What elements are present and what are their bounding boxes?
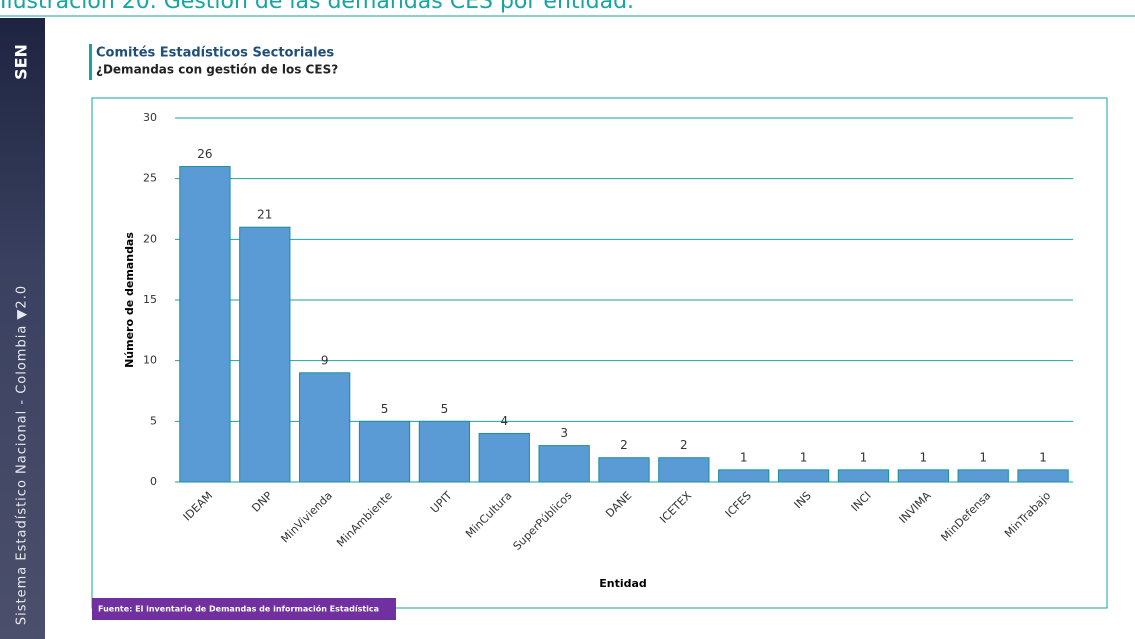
bar xyxy=(658,457,710,483)
y-tick-label: 10 xyxy=(143,354,157,367)
data-label: 21 xyxy=(257,208,272,222)
bar xyxy=(897,469,949,483)
bar xyxy=(957,469,1009,483)
data-label: 5 xyxy=(381,402,389,416)
y-tick-label: 5 xyxy=(150,414,157,427)
bar xyxy=(718,469,770,483)
chart-title: Comités Estadísticos Sectoriales xyxy=(96,46,334,61)
y-tick-label: 15 xyxy=(143,293,157,306)
page-title: Ilustración 20. Gestión de las demandas … xyxy=(0,0,634,14)
data-label: 2 xyxy=(680,438,688,452)
bar xyxy=(598,457,650,483)
bar xyxy=(418,420,471,483)
bar xyxy=(239,226,291,483)
bar xyxy=(1017,469,1069,483)
data-label: 1 xyxy=(979,450,987,464)
data-label: 1 xyxy=(740,450,748,464)
data-label: 9 xyxy=(321,353,329,367)
x-axis-label: Entidad xyxy=(599,577,647,590)
y-axis-label: Número de demandas xyxy=(123,232,136,368)
data-label: 26 xyxy=(197,147,212,161)
bar xyxy=(478,432,530,483)
sidebar-logo: SEN xyxy=(12,44,31,80)
sidebar-caption: Sistema Estadístico Nacional - Colombia … xyxy=(15,285,30,625)
y-tick-label: 20 xyxy=(143,232,157,245)
bar xyxy=(299,372,351,483)
data-label: 4 xyxy=(500,414,508,428)
data-label: 1 xyxy=(920,450,928,464)
data-label: 5 xyxy=(441,402,449,416)
sidebar xyxy=(0,18,45,639)
bar xyxy=(358,420,411,483)
heading-accent xyxy=(89,44,92,80)
source-box xyxy=(92,598,396,620)
bar xyxy=(777,469,830,483)
y-tick-label: 0 xyxy=(150,475,157,488)
data-label: 1 xyxy=(1039,450,1047,464)
bar xyxy=(837,469,890,483)
bar xyxy=(538,445,590,483)
chart-subtitle: ¿Demandas con gestión de los CES? xyxy=(96,63,338,77)
bar xyxy=(179,166,231,483)
y-tick-label: 30 xyxy=(143,111,157,124)
chart-frame xyxy=(91,97,1108,609)
data-label: 1 xyxy=(860,450,868,464)
data-label: 3 xyxy=(560,426,568,440)
data-label: 2 xyxy=(620,438,628,452)
y-tick-label: 25 xyxy=(143,172,157,185)
data-label: 1 xyxy=(800,450,808,464)
source: Fuente: El inventario de Demandas de inf… xyxy=(98,604,379,614)
